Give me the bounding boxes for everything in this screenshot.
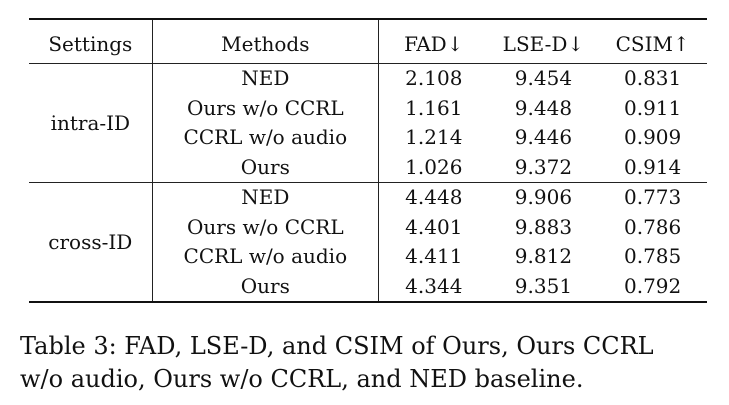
- lse-d-cell: 9.448: [514, 95, 573, 120]
- lse-d-cell: 9.351: [488, 271, 599, 303]
- lse-d-cell: 9.454: [514, 66, 573, 91]
- table-row: Ours 1.026 9.372 0.914: [29, 152, 707, 183]
- table-row: Ours 4.344 9.351 0.792: [29, 271, 707, 303]
- method-cell: NED: [152, 182, 380, 213]
- csim-cell: 0.773: [598, 182, 707, 213]
- lse-d-cell: 9.372: [514, 154, 573, 179]
- method-cell: Ours w/o CCRL: [152, 93, 380, 123]
- fad-cell: 1.026: [405, 154, 463, 179]
- csim-cell: 0.831: [624, 66, 682, 91]
- method-cell: Ours w/o CCRL: [152, 212, 380, 242]
- table-row: cross-ID NED 4.448 9.906 0.773: [29, 182, 707, 303]
- fad-cell: 1.161: [405, 95, 463, 120]
- results-table-container: Settings Methods FAD↓ LSE-D↓ CSIM↑ intra…: [29, 18, 707, 303]
- table-row: CCRL w/o audio 4.411 9.812 0.785: [29, 242, 707, 272]
- results-table: Settings Methods FAD↓ LSE-D↓ CSIM↑ intra…: [29, 18, 707, 303]
- header-methods: Methods: [152, 18, 380, 64]
- csim-cell: 0.792: [598, 271, 707, 303]
- method-cell: CCRL w/o audio: [152, 242, 380, 272]
- group-cross-id: cross-ID NED 4.448 9.906 0.773 Ours w/o …: [29, 182, 707, 303]
- csim-cell: 0.911: [624, 95, 682, 120]
- method-cell: CCRL w/o audio: [152, 123, 380, 153]
- table-row: intra-ID NED 2.108 9.454 0.831: [29, 63, 707, 183]
- caption-line-1: Table 3: FAD, LSE-D, and CSIM of Ours, O…: [20, 332, 654, 360]
- header-fad: FAD↓: [378, 18, 489, 64]
- lse-d-cell: 9.906: [488, 182, 599, 213]
- header-lse-d: LSE-D↓: [488, 18, 599, 64]
- table-row: Ours w/o CCRL 1.161 9.448 0.911: [29, 93, 707, 123]
- lse-d-cell: 9.446: [514, 125, 573, 150]
- setting-cell: cross-ID: [29, 182, 153, 303]
- fad-cell: 4.401: [405, 214, 463, 239]
- method-cell: Ours: [152, 152, 380, 183]
- table-caption: Table 3: FAD, LSE-D, and CSIM of Ours, O…: [20, 330, 720, 396]
- fad-cell: 4.344: [378, 271, 489, 303]
- csim-cell: 0.786: [624, 214, 682, 239]
- lse-d-cell: 9.883: [514, 214, 573, 239]
- header-csim: CSIM↑: [598, 18, 707, 64]
- header-settings: Settings: [29, 18, 153, 64]
- table-row: Ours w/o CCRL 4.401 9.883 0.786: [29, 212, 707, 242]
- csim-cell: 0.914: [624, 154, 682, 179]
- fad-cell: 4.411: [405, 244, 463, 269]
- method-cell: NED: [152, 63, 380, 94]
- method-cell: Ours: [152, 271, 380, 303]
- fad-cell: 2.108: [405, 66, 463, 91]
- group-intra-id: intra-ID NED 2.108 9.454 0.831 Ours w/o …: [29, 63, 707, 183]
- fad-cell: 1.214: [405, 125, 463, 150]
- csim-cell: 0.909: [624, 125, 682, 150]
- caption-line-2: w/o audio, Ours w/o CCRL, and NED baseli…: [20, 365, 584, 393]
- table-row: CCRL w/o audio 1.214 9.446 0.909: [29, 123, 707, 153]
- csim-cell: 0.785: [624, 244, 682, 269]
- lse-d-cell: 9.812: [514, 244, 573, 269]
- setting-cell: intra-ID: [29, 63, 153, 183]
- fad-cell: 4.448: [378, 182, 489, 213]
- header-row: Settings Methods FAD↓ LSE-D↓ CSIM↑: [29, 18, 707, 64]
